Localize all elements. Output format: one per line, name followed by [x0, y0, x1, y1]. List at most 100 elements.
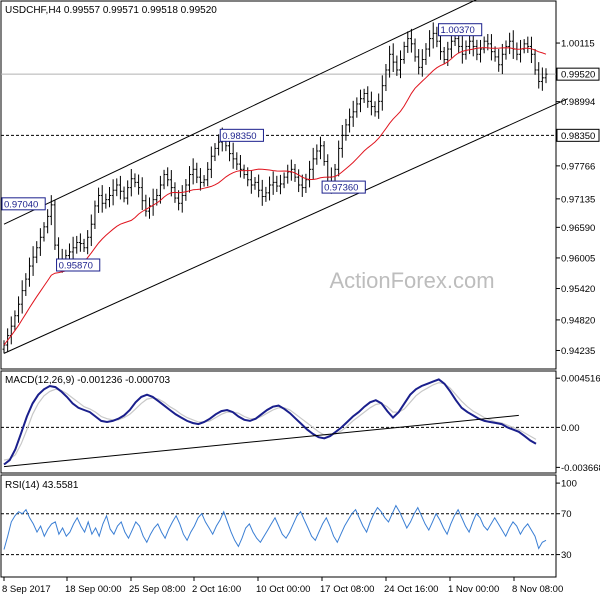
rsi-panel: RSI(14) 43.5581 100 70 30: [0, 474, 577, 578]
candle-126: [460, 36, 464, 64]
candle-78: [286, 164, 290, 184]
support-price-tag: 0.98350: [556, 128, 600, 142]
candle-27: [100, 185, 104, 213]
candle-51: [188, 166, 192, 193]
candle-45: [166, 167, 170, 187]
candle-20: [75, 235, 79, 254]
annotation-box-2: [219, 128, 264, 142]
x-tick-label-0: 8 Sep 2017: [2, 584, 51, 595]
candle-58: [213, 143, 217, 162]
rsi-header: RSI(14) 43.5581: [5, 480, 79, 491]
candle-59: [217, 134, 221, 156]
macd-line: [3, 378, 537, 466]
candle-103: [377, 93, 381, 119]
main-price-panel: ActionForex.com 0.970400.958700.983500.9…: [0, 0, 600, 370]
candle-25: [93, 200, 97, 230]
main-ytick-label-10: 0.94235: [561, 346, 595, 357]
candle-21: [78, 233, 82, 252]
candle-114: [417, 49, 421, 75]
candle-22: [82, 238, 86, 252]
candle-12: [46, 209, 50, 234]
candle-104: [380, 75, 384, 111]
main-price-axis: 1.00115 0.99520 0.98994 0.98350 0.97766 0.971…: [556, 39, 600, 357]
candle-57: [209, 146, 213, 179]
annotation-box-4: [438, 23, 483, 37]
candle-75: [275, 175, 279, 192]
price-channel: [3, 0, 569, 354]
annotation-1: 0.95870: [56, 258, 101, 272]
candle-85: [311, 147, 315, 180]
candle-134: [489, 34, 493, 61]
last-price-tag: 0.99520: [556, 67, 600, 81]
x-tick-label-2: 25 Sep 08:00: [129, 584, 186, 595]
candle-99: [362, 88, 366, 103]
candle-110: [402, 41, 406, 64]
candle-24: [89, 214, 93, 247]
macd-header: MACD(12,26,9) -0.001236 -0.000703: [5, 375, 171, 386]
x-tick-label-1: 18 Sep 00:00: [65, 584, 122, 595]
support-price-tag-box: [556, 128, 600, 142]
candle-138: [504, 40, 508, 60]
support-price-tag-label: 0.98350: [561, 131, 595, 142]
candle-29: [107, 186, 111, 208]
annotation-box-0: [1, 197, 46, 211]
candle-39: [144, 194, 148, 217]
candle-120: [439, 32, 443, 60]
channel-lower-line: [3, 98, 569, 354]
candle-101: [369, 91, 373, 116]
candle-38: [140, 177, 144, 211]
candle-28: [104, 193, 108, 209]
candle-81: [297, 169, 301, 193]
annotation-label-2: 0.98350: [222, 131, 256, 142]
annotation-box-1: [56, 258, 101, 272]
x-tick-label-4: 10 Oct 00:00: [256, 584, 310, 595]
rsi-axis: 100 70 30: [556, 479, 577, 561]
candle-136: [497, 49, 501, 72]
candle-19: [71, 236, 75, 262]
candle-145: [529, 36, 533, 64]
annotation-label-3: 0.97360: [324, 183, 358, 194]
candle-121: [442, 46, 446, 64]
candle-86: [315, 144, 319, 165]
candle-77: [282, 172, 286, 189]
candle-130: [475, 39, 479, 61]
candle-35: [129, 169, 133, 197]
candle-137: [500, 43, 504, 75]
candle-112: [409, 28, 413, 53]
candle-88: [322, 141, 326, 166]
candle-37: [137, 174, 141, 195]
annotation-2: 0.98350: [219, 128, 264, 142]
candle-36: [133, 173, 137, 188]
candle-30: [111, 179, 115, 206]
candle-95: [348, 108, 352, 133]
candle-87: [318, 136, 322, 160]
main-ytick-label-6: 0.96590: [561, 223, 595, 234]
candle-6: [24, 273, 28, 296]
candle-49: [180, 185, 184, 213]
candle-71: [260, 179, 264, 206]
candle-102: [373, 101, 377, 117]
candle-146: [533, 48, 537, 75]
macd-trendline: [3, 414, 519, 468]
main-ytick-label-8: 0.95420: [561, 284, 595, 295]
last-price-tag-box: [556, 67, 600, 81]
candle-3: [13, 310, 17, 331]
candle-131: [479, 39, 483, 63]
candle-96: [351, 100, 355, 127]
candle-72: [264, 186, 268, 202]
macd-ytick-label-0: 0.004516: [561, 374, 600, 385]
x-tick-label-5: 17 Oct 08:00: [320, 584, 374, 595]
candle-23: [86, 230, 90, 255]
annotation-label-0: 0.97040: [4, 199, 38, 210]
rsi-ytick-label-2: 30: [561, 550, 572, 561]
candle-46: [169, 170, 173, 197]
rsi-ytick-label-1: 70: [561, 509, 572, 520]
annotation-0: 0.97040: [1, 197, 46, 211]
x-tick-label-7: 1 Nov 00:00: [448, 584, 499, 595]
candle-111: [406, 31, 410, 53]
candle-8: [31, 246, 35, 276]
candle-113: [413, 38, 417, 62]
x-tick-label-6: 24 Oct 16:00: [384, 584, 438, 595]
candle-69: [253, 177, 257, 190]
